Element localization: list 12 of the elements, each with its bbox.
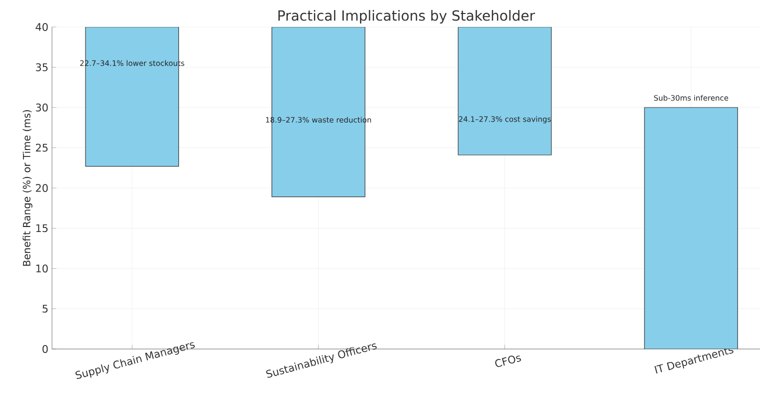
x-tick-label: CFOs	[495, 356, 522, 367]
y-tick-label: 25	[36, 144, 48, 152]
y-tick-label: 10	[36, 264, 48, 272]
y-tick-label: 0	[42, 345, 48, 353]
y-tick-label: 40	[36, 23, 48, 31]
chart-title: Practical Implications by Stakeholder	[278, 10, 536, 24]
y-tick-label: 35	[36, 63, 48, 72]
y-axis-title: Benefit Range (%) or Time (ms)	[22, 110, 32, 266]
y-tick-label: 20	[36, 184, 48, 192]
y-tick-label: 15	[36, 224, 48, 232]
y-tick-label: 30	[36, 104, 48, 112]
y-tick-label: 5	[42, 304, 48, 313]
